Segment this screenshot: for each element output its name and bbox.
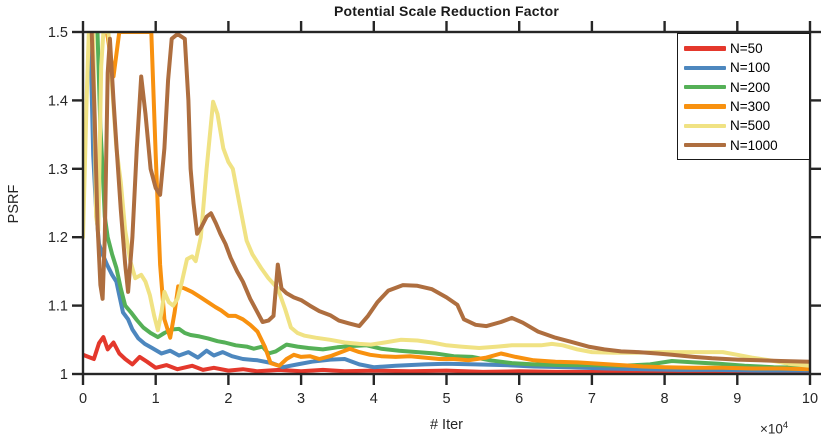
x-axis-label: # Iter bbox=[429, 417, 464, 433]
legend-line-swatch bbox=[684, 142, 726, 148]
legend-line-swatch bbox=[684, 65, 726, 71]
x-tick-label: 7 bbox=[588, 391, 596, 407]
series-line-n500 bbox=[83, 32, 810, 368]
legend-line-swatch bbox=[684, 123, 726, 129]
x-tick-label: 8 bbox=[661, 391, 669, 407]
x-tick-label: 0 bbox=[79, 391, 87, 407]
legend-item-n200: N=200 bbox=[684, 78, 809, 97]
x-tick-label: 6 bbox=[515, 391, 523, 407]
x-tick-label: 10 bbox=[802, 391, 818, 407]
y-tick-label: 1.1 bbox=[48, 299, 68, 315]
y-tick-label: 1.4 bbox=[48, 93, 68, 109]
legend-item-n300: N=300 bbox=[684, 97, 809, 116]
legend-line-swatch bbox=[684, 104, 726, 109]
x-axis-exponent: ×104 bbox=[760, 420, 789, 437]
x-tick-label: 3 bbox=[297, 391, 305, 407]
legend-item-n50: N=50 bbox=[684, 39, 809, 58]
chart-title: Potential Scale Reduction Factor bbox=[334, 3, 559, 19]
y-tick-label: 1.2 bbox=[48, 230, 68, 246]
legend-item-n500: N=500 bbox=[684, 116, 809, 135]
y-tick-label: 1 bbox=[60, 367, 68, 383]
x-tick-label: 5 bbox=[442, 391, 450, 407]
y-tick-label: 1.3 bbox=[48, 162, 68, 178]
x-tick-label: 4 bbox=[370, 391, 378, 407]
legend-item-n100: N=100 bbox=[684, 58, 809, 77]
series-line-n1000 bbox=[89, 32, 810, 364]
x-tick-label: 2 bbox=[224, 391, 232, 407]
y-tick-label: 1.5 bbox=[48, 25, 68, 41]
series-line-n100 bbox=[88, 32, 810, 373]
x-tick-label: 1 bbox=[152, 391, 160, 407]
x-tick-label: 9 bbox=[733, 391, 741, 407]
legend-line-swatch bbox=[684, 84, 726, 90]
legend: N=50 N=100 N=200 N=300 N=500 N=1000 bbox=[677, 33, 810, 160]
legend-item-n1000: N=1000 bbox=[684, 135, 809, 154]
legend-line-swatch bbox=[684, 46, 726, 51]
y-axis-label: PSRF bbox=[6, 184, 22, 224]
series-line-n50 bbox=[83, 335, 810, 374]
